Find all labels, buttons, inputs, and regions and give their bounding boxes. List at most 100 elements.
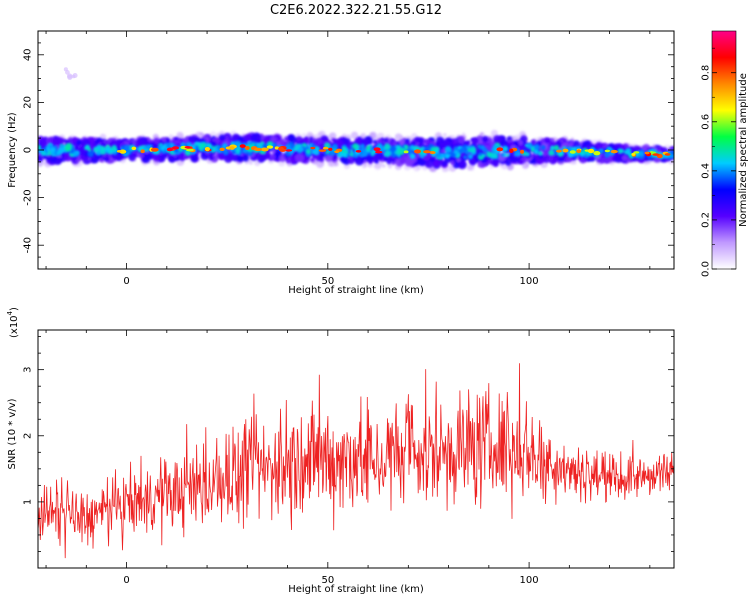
spectrogram-peak (254, 147, 262, 152)
spectrogram-peak (310, 146, 316, 150)
spectrogram-panel: 0 50 100 -40 -20 0 20 40 Height of straight lin… (7, 30, 675, 296)
spectrogram-peak (373, 147, 381, 152)
spectrogram-cell (133, 153, 138, 158)
snr-y-multiplier: (x104) (6, 307, 20, 338)
spectrogram-cell (456, 158, 461, 163)
spectrogram-cell (170, 142, 175, 147)
spectrogram-peak (229, 146, 235, 150)
spectrogram-cell (466, 145, 470, 150)
spectrogram-cell (450, 152, 456, 158)
spectrogram-cell (409, 144, 414, 149)
spectrogram-cell (639, 151, 644, 157)
spectrogram-cell (259, 150, 264, 154)
spectrogram-cell (463, 155, 468, 160)
spectrogram-cell (65, 70, 70, 75)
spectrogram-peak (204, 146, 210, 152)
spectrogram-cell (526, 142, 533, 150)
snr-y-tick-label: 2 (23, 433, 34, 439)
spectrogram-peak (423, 150, 431, 154)
spectrogram-cell (242, 149, 247, 154)
spectrogram-cell (459, 147, 466, 154)
spectrogram-cell (542, 155, 551, 163)
spectrogram-peak (328, 147, 333, 151)
spectrogram-cell (418, 138, 424, 144)
spectrogram-peak (166, 147, 173, 152)
spectrogram-peak (219, 147, 225, 152)
spectrogram-cell (372, 154, 380, 161)
spectrogram-cell (214, 147, 219, 152)
spectrogram-peak (260, 147, 269, 152)
spectrogram-cell (272, 142, 278, 148)
spectrogram-cell (285, 143, 291, 149)
spectrogram-peak (631, 152, 636, 156)
spectrogram-cell (450, 160, 455, 166)
spectrogram-cell (525, 152, 530, 157)
spectrogram-cell (87, 150, 95, 158)
spectrogram-cell (349, 148, 354, 153)
spectrogram-cell (138, 153, 144, 159)
spectrogram-cell (73, 151, 79, 157)
spectrogram-cell (548, 156, 554, 161)
spectrogram-peak (403, 150, 409, 154)
spectrogram-cell (533, 144, 540, 151)
snr-frame (37, 329, 675, 569)
spectrogram-cell (278, 154, 287, 162)
spectrogram-cell (478, 152, 483, 157)
spectrogram-cell (451, 135, 456, 140)
spectrogram-cell (420, 146, 425, 150)
spectrogram-peak (604, 149, 611, 153)
spectrogram-cell (284, 136, 289, 141)
spectrogram-cell (461, 132, 466, 136)
spectrogram-cell (362, 150, 369, 157)
colorbar-tick-label: 0.0 (701, 261, 712, 277)
spectrogram-cell (669, 153, 674, 159)
spectrogram-y-tick-label: 40 (23, 48, 34, 61)
snr-y-axis-label: SNR (10 * v/v) (7, 398, 18, 469)
spectrogram-peak (633, 151, 640, 154)
snr-y-tick-label: 1 (23, 499, 34, 505)
snr-x-tick-label: 0 (123, 575, 129, 586)
spectrogram-peak (285, 149, 293, 152)
spectrogram-cell (409, 153, 416, 159)
spectrogram-cell (169, 150, 175, 155)
spectrogram-cell (383, 143, 391, 150)
spectrogram-cell (108, 149, 114, 155)
spectrogram-cell (76, 139, 82, 146)
spectrogram-cell (550, 145, 555, 151)
spectrogram-cell (452, 160, 461, 169)
spectrogram-cell (518, 140, 524, 146)
spectrogram-cell (287, 134, 296, 142)
spectrogram-cell (333, 154, 338, 159)
spectrogram-cell (355, 144, 360, 149)
snr-y-tick-label: 3 (23, 366, 34, 372)
spectrogram-peak (334, 150, 340, 154)
spectrogram-cell (101, 147, 106, 152)
spectrogram-cell (289, 143, 295, 150)
spectrogram-cell (188, 135, 195, 143)
spectrogram-cell (419, 153, 425, 159)
spectrogram-cell (321, 136, 328, 142)
spectrogram-peak (644, 151, 650, 155)
snr-line-layer (38, 363, 674, 559)
spectrogram-cell (489, 163, 495, 169)
spectrogram-cell (104, 156, 110, 162)
colorbar-tick-label: 0.4 (701, 163, 712, 179)
spectrogram-peak (116, 149, 122, 153)
spectrogram-cell (470, 146, 477, 153)
spectrogram-cell (506, 153, 510, 157)
spectrogram-cell (480, 132, 484, 136)
spectrogram-cell (153, 137, 160, 144)
spectrogram-cell (57, 146, 65, 154)
spectrogram-cell (500, 153, 505, 157)
spectrogram-x-tick-label: 0 (123, 276, 129, 287)
spectrogram-cell (176, 131, 184, 140)
spectrogram-peak (652, 153, 660, 156)
spectrogram-x-tick-label: 100 (520, 276, 539, 287)
spectrogram-cell (381, 163, 386, 168)
spectrogram-cell (38, 135, 44, 143)
spectrogram-cell (423, 138, 429, 144)
spectrogram-cell (72, 136, 78, 143)
spectrogram-cell (469, 158, 476, 165)
spectrogram-peak (185, 148, 194, 152)
